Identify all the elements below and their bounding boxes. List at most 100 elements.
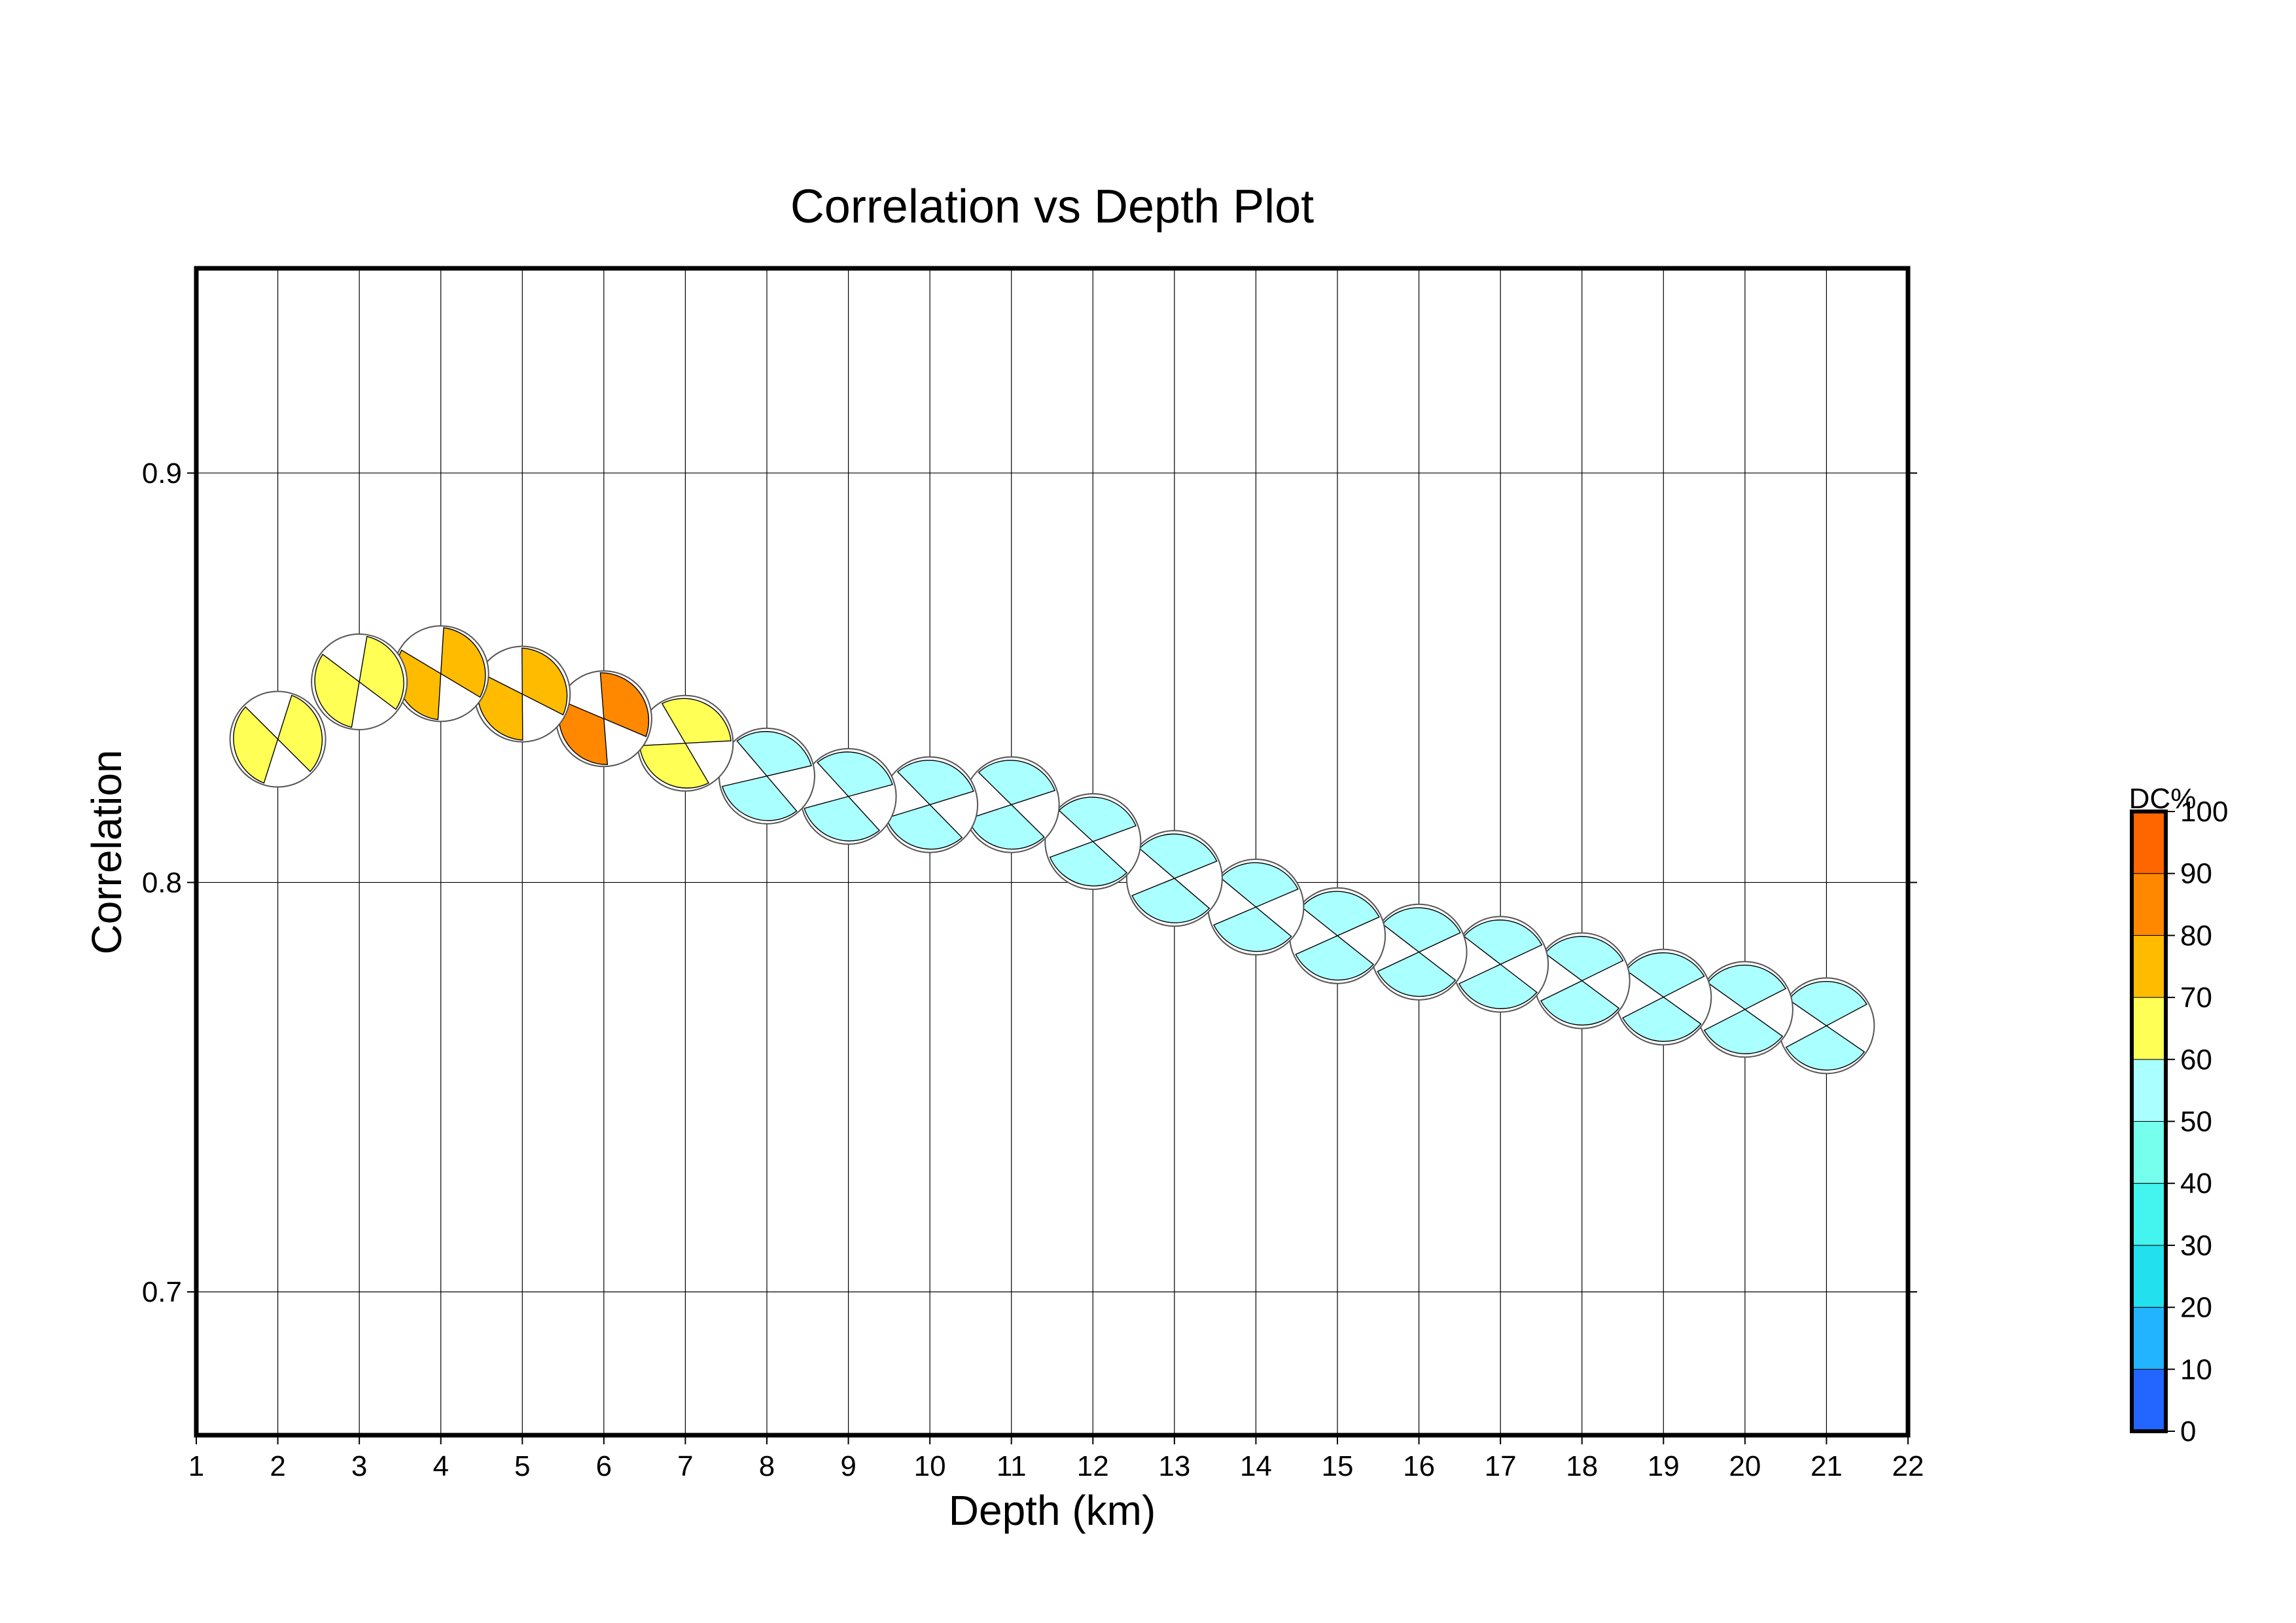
beachball-quadrant	[1458, 963, 1538, 1009]
beachball-marker	[1615, 948, 1712, 1046]
beachball-quadrant	[599, 672, 650, 738]
x-tick-label: 16	[1403, 1450, 1435, 1482]
x-tick-label: 18	[1566, 1450, 1598, 1482]
beachball-quadrant	[277, 694, 323, 772]
beachball-quadrant	[233, 706, 279, 784]
x-tick-label: 9	[840, 1450, 856, 1482]
beachball-outline	[1696, 961, 1793, 1058]
y-axis-label: Correlation	[83, 749, 130, 954]
beachball-quadrant	[736, 731, 812, 777]
beachball-quadrant	[1703, 1008, 1784, 1054]
colorbar-tick-label: 20	[2180, 1292, 2212, 1324]
x-tick-label: 21	[1810, 1450, 1843, 1482]
colorbar-segment	[2131, 1183, 2166, 1246]
x-tick-label: 17	[1485, 1450, 1517, 1482]
beachball-quadrant	[314, 653, 360, 728]
beachball-quadrant	[440, 627, 486, 698]
beachball-quadrant	[1220, 862, 1299, 908]
beachball-outline	[1452, 916, 1549, 1013]
beachball-quadrant	[804, 796, 881, 842]
beachball-marker	[1125, 830, 1223, 927]
colorbar-segment	[2131, 997, 2166, 1060]
beachball-marker	[881, 756, 979, 853]
beachball-quadrant	[1381, 907, 1461, 953]
beachball-quadrant	[817, 751, 893, 797]
beachball-quadrant	[1295, 935, 1374, 981]
x-tick-label: 13	[1158, 1450, 1190, 1482]
beachball-outline	[1044, 793, 1142, 890]
beachball-outline	[1289, 887, 1386, 984]
beachball-quadrant	[359, 635, 404, 710]
colorbar-tick-label: 30	[2180, 1230, 2212, 1262]
x-tick-label: 2	[270, 1450, 285, 1482]
beachball-quadrant	[1785, 1025, 1865, 1071]
beachball-quadrant	[722, 776, 798, 821]
beachball-quadrant	[639, 742, 709, 789]
x-tick-label: 12	[1077, 1450, 1109, 1482]
x-tick-label: 3	[351, 1450, 367, 1482]
beachball-marker	[1696, 961, 1793, 1058]
x-tick-label: 14	[1240, 1450, 1272, 1482]
beachball-quadrant	[1058, 796, 1137, 842]
x-tick-label: 4	[433, 1450, 448, 1482]
beachball-outline	[1778, 977, 1875, 1075]
beachball-outline	[229, 690, 327, 788]
colorbar-segment	[2131, 1059, 2166, 1122]
y-tick-label: 0.8	[142, 866, 182, 899]
beachball-marker	[1452, 916, 1549, 1013]
colorbar-tick-label: 90	[2180, 858, 2212, 890]
x-tick-label: 22	[1892, 1450, 1924, 1482]
colorbar-tick-label: 100	[2180, 796, 2228, 828]
chart-title: Correlation vs Depth Plot	[790, 181, 1314, 233]
colorbar-segment	[2131, 1121, 2166, 1184]
colorbar-tick-label: 10	[2180, 1353, 2212, 1385]
beachball-quadrant	[1544, 936, 1624, 982]
beachball-marker	[718, 727, 815, 825]
y-tick-label: 0.7	[142, 1276, 182, 1308]
colorbar-segment	[2131, 935, 2166, 998]
colorbar-tick-label: 40	[2180, 1168, 2212, 1200]
beachball-marker	[555, 670, 652, 768]
y-tick-label: 0.9	[142, 457, 182, 490]
x-tick-label: 7	[677, 1450, 693, 1482]
colorbar-segment	[2131, 873, 2166, 936]
beachball-marker	[1289, 887, 1386, 984]
beachball-quadrant	[1625, 952, 1705, 998]
beachball-marker	[311, 633, 408, 730]
beachball-quadrant	[1301, 891, 1380, 936]
x-tick-label: 8	[759, 1450, 775, 1482]
x-tick-label: 5	[514, 1450, 530, 1482]
beachball-outline	[1207, 859, 1305, 955]
beachball-quadrant	[885, 804, 963, 850]
colorbar-tick-label: 80	[2180, 919, 2212, 952]
x-tick-label: 15	[1322, 1450, 1354, 1482]
beachball-quadrant	[1463, 919, 1543, 965]
beachball-marker	[1533, 932, 1631, 1029]
beachball-marker	[800, 748, 897, 845]
colorbar-tick-label: 0	[2180, 1416, 2196, 1448]
beachball-quadrant	[1622, 996, 1702, 1042]
axis-ticks: 1 2 3 4 5 6 7 8 9 10 11 12 13 14 15 16 17 18 19 20 21 220.70.…	[142, 457, 1924, 1482]
beachball-marker	[229, 690, 327, 788]
colorbar-title: DC%	[2129, 783, 2197, 815]
beachball-quadrant	[661, 698, 732, 744]
beachball-outline	[1533, 932, 1631, 1029]
beachball-outline	[1125, 830, 1223, 927]
beachball-marker	[637, 694, 734, 792]
beachball-marker	[1778, 977, 1875, 1075]
x-axis-label: Depth (km)	[949, 1487, 1156, 1534]
colorbar-segment	[2131, 1307, 2166, 1370]
beachball-quadrant	[521, 647, 568, 716]
colorbar-segment	[2131, 811, 2166, 874]
beachball-quadrant	[1377, 951, 1457, 997]
beachball-outline	[1615, 948, 1712, 1046]
grid-lines	[196, 268, 1908, 1435]
beachball-outline	[718, 727, 815, 825]
dc-colorbar: DC% 0 10 20 30 40 50 60 70 80 90 100	[2129, 783, 2229, 1448]
beachball-quadrant	[1213, 906, 1292, 952]
beachball-marker	[392, 625, 489, 722]
beachball-quadrant	[896, 760, 974, 806]
beachball-quadrant	[1788, 981, 1868, 1027]
colorbar-tick-label: 50	[2180, 1106, 2212, 1138]
